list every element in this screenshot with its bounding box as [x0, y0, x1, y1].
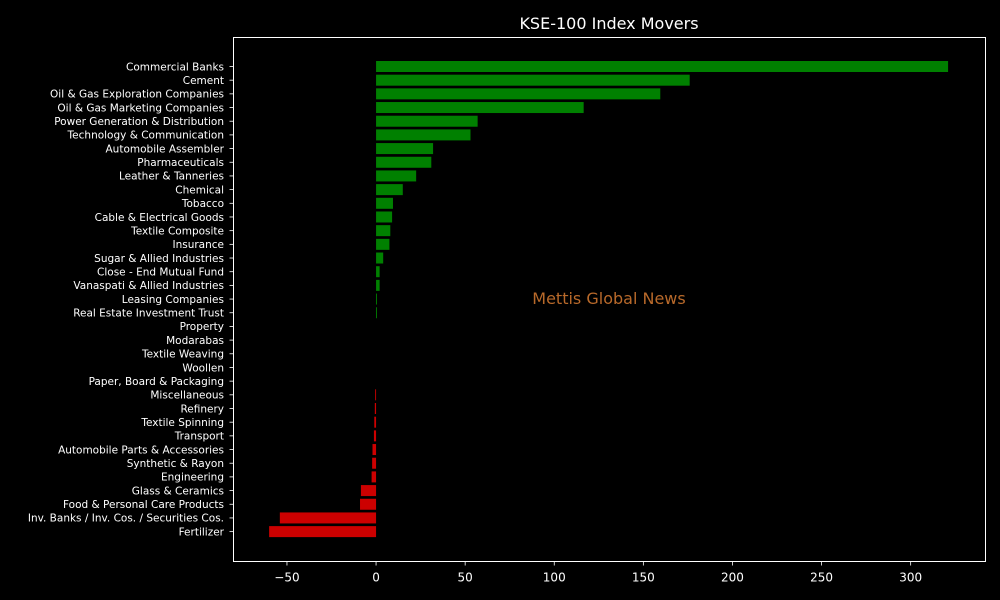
category-label: Pharmaceuticals [137, 157, 224, 169]
category-label: Power Generation & Distribution [54, 116, 224, 128]
category-label: Glass & Ceramics [132, 485, 224, 497]
category-label: Textile Weaving [141, 349, 224, 361]
bar [360, 498, 377, 510]
category-labels: Commercial Banks Cement Oil & Gas Explorat… [28, 61, 234, 538]
chart-title: KSE-100 Index Movers [519, 14, 698, 33]
bar [269, 526, 377, 538]
bar [376, 293, 377, 305]
x-tick-label: 50 [458, 571, 473, 585]
bar [372, 457, 377, 469]
category-label: Modarabas [166, 335, 224, 347]
category-label: Synthetic & Rayon [127, 458, 224, 470]
bar [376, 156, 432, 168]
category-label: Commercial Banks [126, 61, 224, 73]
x-axis: −50 0 50 100 150 200 250 300 [274, 561, 922, 585]
bar [372, 444, 377, 456]
bar [376, 225, 391, 237]
bar [373, 430, 377, 442]
category-label: Transport [174, 431, 224, 443]
bar [376, 211, 393, 223]
category-label: Miscellaneous [150, 390, 224, 402]
bar [376, 184, 403, 196]
bar [279, 512, 377, 524]
bar [371, 471, 377, 483]
bar [376, 197, 393, 209]
bar [376, 307, 377, 319]
category-label: Refinery [180, 403, 224, 415]
bar [376, 102, 584, 114]
category-label: Oil & Gas Exploration Companies [50, 89, 224, 101]
bar [376, 88, 661, 100]
category-label: Technology & Communication [67, 130, 224, 142]
category-label: Automobile Assembler [106, 143, 225, 155]
bars-group [269, 61, 949, 538]
category-label: Sugar & Allied Industries [94, 253, 224, 265]
category-label: Close - End Mutual Fund [97, 267, 224, 279]
bar [376, 61, 949, 72]
category-label: Oil & Gas Marketing Companies [57, 102, 224, 114]
category-label: Fertilizer [179, 526, 225, 538]
category-label: Automobile Parts & Accessories [58, 444, 224, 456]
category-label: Textile Spinning [140, 417, 224, 429]
category-label: Leasing Companies [122, 294, 224, 306]
category-label: Insurance [172, 239, 224, 251]
category-label: Real Estate Investment Trust [73, 308, 224, 320]
category-label: Property [180, 321, 224, 333]
bar [376, 252, 384, 264]
x-tick-label: 150 [632, 571, 655, 585]
bar [376, 143, 434, 155]
bar [376, 279, 380, 291]
bar [374, 416, 377, 428]
category-label: Paper, Board & Packaging [89, 376, 224, 388]
category-label: Tobacco [181, 198, 224, 210]
category-label: Inv. Banks / Inv. Cos. / Securities Cos. [28, 513, 224, 525]
category-label: Cable & Electrical Goods [95, 212, 224, 224]
category-label: Vanaspati & Allied Industries [73, 280, 224, 292]
x-tick-label: 200 [721, 571, 744, 585]
x-tick-label: −50 [274, 571, 299, 585]
category-label: Cement [183, 75, 224, 87]
category-label: Chemical [175, 184, 224, 196]
bar [376, 170, 417, 182]
plot-frame [233, 37, 986, 562]
category-label: Food & Personal Care Products [63, 499, 224, 511]
x-tick-label: 300 [899, 571, 922, 585]
bar [376, 266, 380, 278]
bar [375, 389, 377, 401]
bar [376, 74, 690, 86]
category-label: Engineering [161, 472, 224, 484]
x-tick-label: 100 [543, 571, 566, 585]
category-label: Woollen [182, 362, 224, 374]
bar [374, 403, 377, 414]
bar [376, 115, 478, 127]
watermark-text: Mettis Global News [532, 289, 685, 308]
category-label: Leather & Tanneries [119, 171, 224, 183]
x-tick-label: 0 [372, 571, 380, 585]
category-label: Textile Composite [130, 225, 224, 237]
x-tick-label: 250 [810, 571, 833, 585]
bar [360, 485, 377, 497]
bar [376, 129, 471, 141]
bar [376, 238, 390, 250]
